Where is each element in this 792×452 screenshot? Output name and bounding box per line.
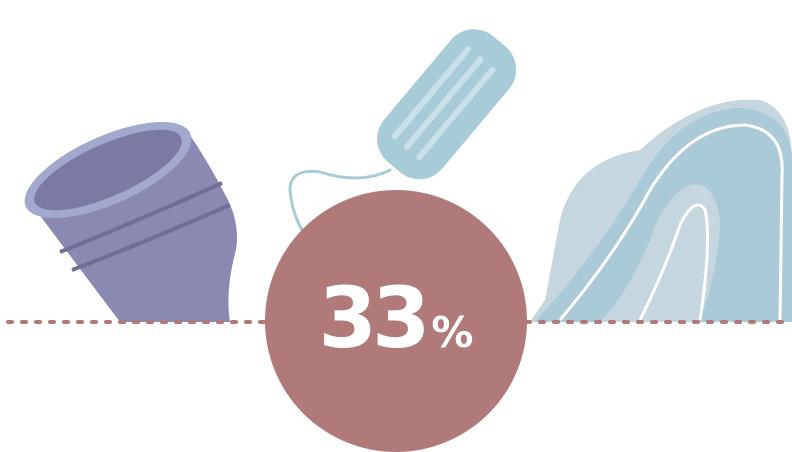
sanitary-pad-icon: [530, 99, 792, 322]
stat-circle: 33 %: [265, 190, 527, 452]
tampon-icon: [288, 29, 517, 237]
stat-unit: %: [431, 308, 474, 357]
menstrual-cup-icon: [24, 121, 237, 322]
stat-value: 33 %: [319, 276, 474, 360]
stat-number: 33: [318, 269, 431, 367]
